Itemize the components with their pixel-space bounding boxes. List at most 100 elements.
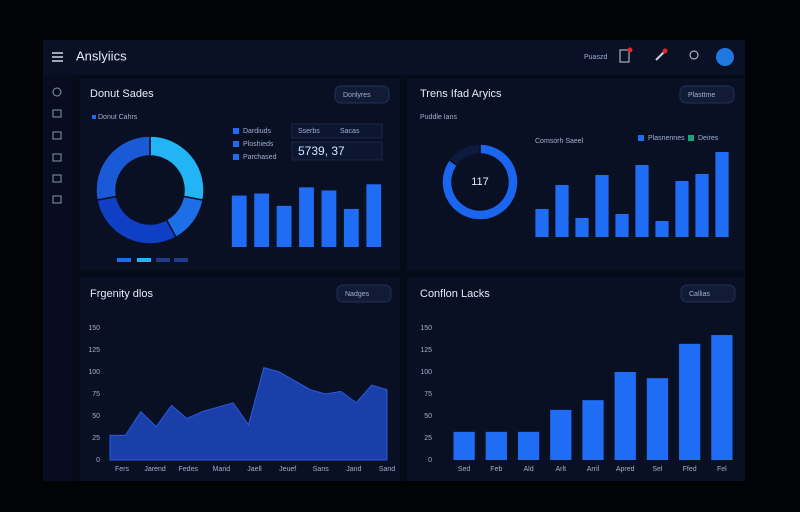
bar bbox=[715, 152, 729, 237]
x-tick-label: Jeuef bbox=[279, 466, 296, 473]
legend-swatch bbox=[688, 135, 694, 141]
y-tick-label: 25 bbox=[92, 435, 100, 442]
bar bbox=[535, 209, 549, 237]
bar bbox=[675, 181, 689, 237]
x-tick-label: Feb bbox=[490, 466, 502, 473]
y-tick-label: 50 bbox=[92, 413, 100, 420]
bar bbox=[655, 221, 669, 237]
panel-title: Donut Sades bbox=[90, 88, 154, 100]
panel-title: Frgenity dlos bbox=[90, 288, 153, 300]
panel bbox=[407, 78, 745, 270]
bar bbox=[614, 372, 636, 460]
bar bbox=[615, 214, 629, 237]
y-tick-label: 0 bbox=[428, 457, 432, 464]
legend-label: Parchased bbox=[243, 154, 277, 161]
header-bar bbox=[43, 40, 745, 75]
icon[interactable] bbox=[619, 49, 630, 63]
legend-label: Plasnennes bbox=[648, 135, 685, 142]
kpi-box bbox=[291, 141, 383, 161]
app-title: Anslyiics bbox=[76, 48, 127, 63]
x-tick-label: Sel bbox=[652, 466, 663, 473]
legend-label: Deires bbox=[698, 135, 719, 142]
bar bbox=[582, 400, 604, 460]
kpi-value: 5739, 37 bbox=[298, 144, 345, 158]
bar bbox=[231, 195, 247, 247]
legend-swatch bbox=[92, 115, 96, 119]
subtitle: Comsorh Saeel bbox=[535, 138, 584, 145]
x-tick-label: Fedes bbox=[179, 466, 199, 473]
legend-swatch bbox=[233, 141, 239, 147]
kpi-label: Sacas bbox=[340, 128, 360, 135]
bar bbox=[366, 184, 382, 247]
icon[interactable] bbox=[655, 51, 665, 61]
x-tick-label: Sand bbox=[379, 466, 395, 473]
x-tick-label: Sed bbox=[458, 466, 471, 473]
bar bbox=[679, 343, 701, 460]
center-label: 117 bbox=[471, 176, 489, 188]
bar bbox=[299, 187, 314, 247]
panel-title: Trens Ifad Aryics bbox=[420, 88, 502, 100]
bar bbox=[254, 193, 270, 247]
dropdown[interactable] bbox=[679, 85, 735, 104]
y-tick-label: 150 bbox=[88, 325, 100, 332]
donut-segment bbox=[441, 143, 519, 221]
x-tick-label: Arril bbox=[587, 466, 600, 473]
kpi-box bbox=[291, 123, 383, 139]
bar bbox=[575, 218, 589, 237]
x-tick-label: Fel bbox=[717, 466, 727, 473]
x-tick-label: Arlt bbox=[556, 466, 567, 473]
x-tick-label: Fers bbox=[115, 466, 130, 473]
x-tick-label: Sans bbox=[313, 466, 329, 473]
legend-label: Dardiuds bbox=[243, 128, 272, 135]
bar bbox=[321, 190, 337, 247]
avatar[interactable] bbox=[716, 48, 734, 66]
menu-icon[interactable] bbox=[52, 52, 63, 62]
y-tick-label: 125 bbox=[88, 347, 100, 354]
dropdown[interactable] bbox=[336, 284, 392, 303]
legend-label: Ploshieds bbox=[243, 141, 274, 148]
legend-swatch bbox=[233, 128, 239, 134]
y-tick-label: 50 bbox=[424, 413, 432, 420]
dropdown[interactable] bbox=[334, 85, 390, 104]
user-icon[interactable] bbox=[689, 50, 699, 60]
dropdown-label: Callias bbox=[689, 291, 711, 298]
y-tick-label: 0 bbox=[96, 457, 100, 464]
badge bbox=[662, 48, 668, 54]
bar bbox=[517, 431, 540, 460]
bar bbox=[343, 208, 359, 247]
dropdown[interactable] bbox=[680, 284, 736, 303]
legend-swatch bbox=[638, 135, 644, 141]
bar bbox=[711, 335, 733, 460]
donut-segment bbox=[448, 143, 481, 167]
bar bbox=[555, 185, 569, 237]
donut-segment bbox=[95, 135, 151, 201]
bar bbox=[276, 205, 292, 247]
kpi-label: Sserbs bbox=[298, 128, 320, 135]
status: Puaszd bbox=[584, 54, 607, 61]
sidebar bbox=[43, 75, 73, 481]
bar bbox=[453, 431, 475, 460]
y-tick-label: 150 bbox=[420, 325, 432, 332]
x-tick-label: Jand bbox=[346, 466, 361, 473]
dropdown-label: Nadges bbox=[345, 291, 370, 298]
subtitle: Donut Cahrs bbox=[98, 114, 138, 121]
area bbox=[109, 366, 388, 461]
x-tick-label: Jaell bbox=[247, 466, 262, 473]
legend-swatch bbox=[233, 154, 239, 160]
bar bbox=[485, 431, 507, 460]
badge bbox=[627, 47, 633, 53]
bar bbox=[635, 165, 649, 237]
pager[interactable] bbox=[117, 258, 188, 262]
bar bbox=[550, 409, 572, 460]
bar bbox=[646, 378, 669, 460]
x-tick-label: Ald bbox=[523, 466, 533, 473]
y-tick-label: 125 bbox=[420, 347, 432, 354]
y-tick-label: 75 bbox=[424, 391, 432, 398]
bar bbox=[595, 175, 609, 237]
y-tick-label: 100 bbox=[88, 369, 100, 376]
bar bbox=[695, 174, 709, 237]
y-tick-label: 75 bbox=[92, 391, 100, 398]
sidebar-icons[interactable] bbox=[52, 87, 62, 204]
